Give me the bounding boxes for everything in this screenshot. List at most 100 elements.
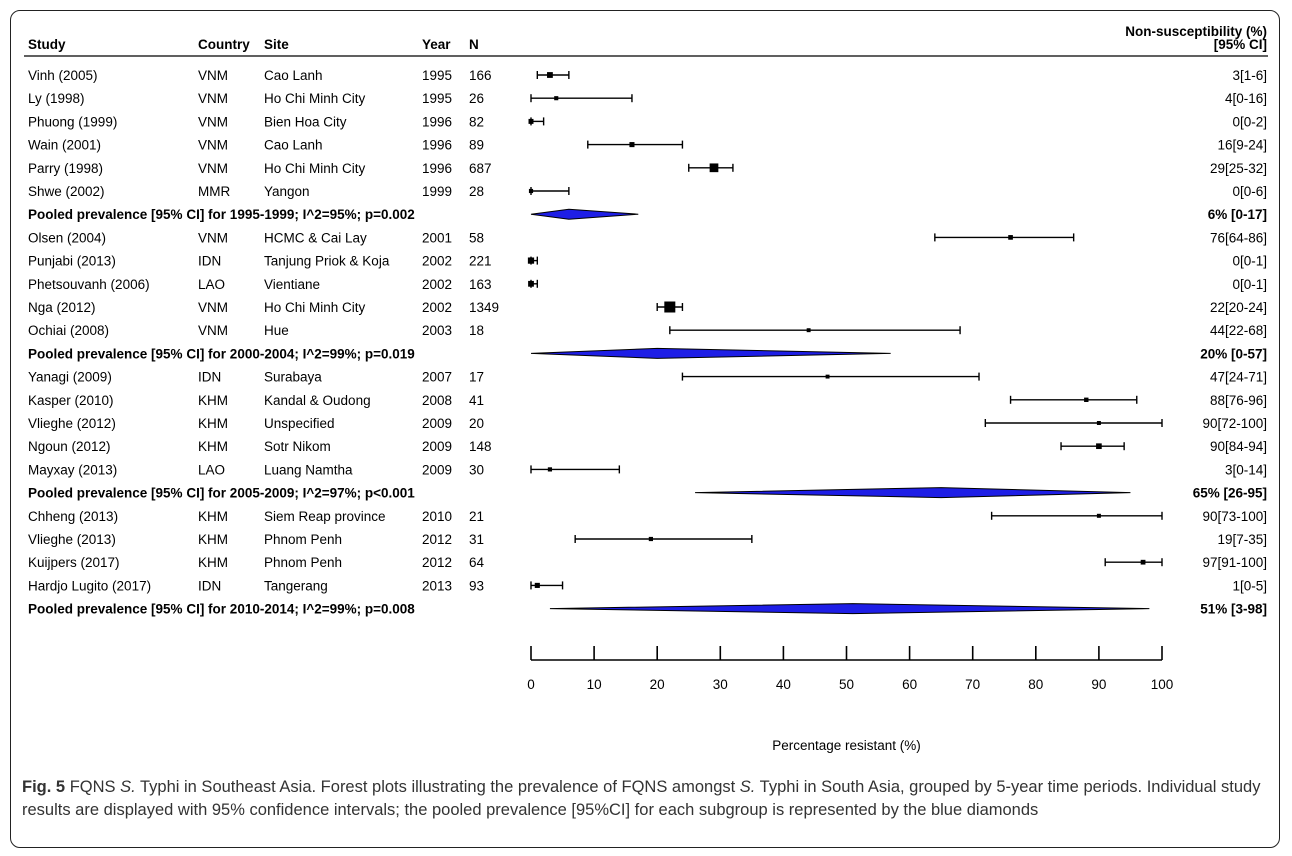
x-tick-label: 100 — [1151, 677, 1174, 692]
study-country: IDN — [198, 254, 221, 269]
pooled-ci-label: 51% [3-98] — [1200, 602, 1267, 617]
study-site: Cao Lanh — [264, 138, 323, 153]
point-estimate — [534, 582, 540, 588]
study-year: 2002 — [422, 277, 452, 292]
study-country: KHM — [198, 509, 228, 524]
point-estimate — [527, 257, 535, 264]
study-site: Ho Chi Minh City — [264, 161, 366, 176]
ci-label: 0[0-6] — [1232, 184, 1267, 199]
study-year: 2001 — [422, 230, 452, 245]
ci-label: 47[24-71] — [1210, 370, 1267, 385]
study-name: Shwe (2002) — [28, 184, 105, 199]
x-axis-label: Percentage resistant (%) — [772, 738, 921, 753]
point-estimate — [547, 467, 553, 472]
figure-frame — [10, 10, 1280, 848]
point-estimate — [709, 163, 719, 173]
study-n: 31 — [469, 532, 484, 547]
study-n: 21 — [469, 509, 484, 524]
study-country: KHM — [198, 532, 228, 547]
study-n: 64 — [469, 555, 485, 570]
study-site: HCMC & Cai Lay — [264, 230, 367, 245]
study-site: Vientiane — [264, 277, 320, 292]
ci-label: 0[0-1] — [1232, 254, 1267, 269]
study-n: 26 — [469, 91, 484, 106]
study-n: 148 — [469, 439, 492, 454]
point-estimate — [1084, 397, 1089, 402]
header-n: N — [469, 37, 479, 52]
study-year: 2012 — [422, 532, 452, 547]
study-site: Kandal & Oudong — [264, 393, 371, 408]
study-n: 89 — [469, 138, 484, 153]
study-name: Phetsouvanh (2006) — [28, 277, 150, 292]
x-tick-label: 70 — [965, 677, 980, 692]
x-tick-label: 80 — [1028, 677, 1043, 692]
study-n: 30 — [469, 462, 484, 477]
study-name: Kuijpers (2017) — [28, 555, 120, 570]
point-estimate — [528, 188, 534, 194]
study-n: 28 — [469, 184, 484, 199]
study-name: Olsen (2004) — [28, 230, 106, 245]
study-site: Ho Chi Minh City — [264, 91, 366, 106]
study-country: IDN — [198, 370, 221, 385]
study-name: Vlieghe (2012) — [28, 416, 116, 431]
header-country: Country — [198, 37, 250, 52]
forest-plot: Study Country Site Year N Non-susceptibi… — [24, 24, 1268, 753]
x-tick-label: 10 — [587, 677, 602, 692]
study-year: 2008 — [422, 393, 452, 408]
study-n: 687 — [469, 161, 492, 176]
caption-text-2: Typhi in Southeast Asia. Forest plots il… — [135, 778, 740, 796]
ci-label: 4[0-16] — [1225, 91, 1267, 106]
point-estimate — [554, 96, 559, 101]
study-site: Tanjung Priok & Koja — [264, 254, 390, 269]
point-estimate — [629, 142, 635, 148]
ci-label: 90[73-100] — [1202, 509, 1267, 524]
x-tick-label: 90 — [1091, 677, 1106, 692]
study-year: 1996 — [422, 114, 452, 129]
ci-label: 97[91-100] — [1202, 555, 1267, 570]
study-country: MMR — [198, 184, 230, 199]
study-year: 1995 — [422, 91, 452, 106]
x-tick-label: 40 — [776, 677, 791, 692]
x-tick-label: 30 — [713, 677, 728, 692]
study-n: 163 — [469, 277, 492, 292]
caption-figure-label: Fig. 5 — [22, 778, 66, 796]
caption-text-3: Typhi in South Asia, grouped by 5-year t… — [22, 778, 1261, 819]
x-tick-label: 50 — [839, 677, 854, 692]
study-country: VNM — [198, 138, 228, 153]
ci-label: 44[22-68] — [1210, 323, 1267, 338]
figure-caption: Fig. 5 FQNS S. Typhi in Southeast Asia. … — [22, 776, 1272, 822]
point-estimate — [806, 328, 811, 333]
study-name: Kasper (2010) — [28, 393, 114, 408]
x-tick-label: 60 — [902, 677, 917, 692]
study-country: VNM — [198, 114, 228, 129]
ci-label: 3[0-14] — [1225, 462, 1267, 477]
study-site: Sotr Nikom — [264, 439, 331, 454]
study-site: Hue — [264, 323, 289, 338]
study-country: VNM — [198, 161, 228, 176]
study-n: 58 — [469, 230, 484, 245]
ci-label: 0[0-1] — [1232, 277, 1267, 292]
pooled-ci-label: 20% [0-57] — [1200, 346, 1267, 361]
ci-label: 76[64-86] — [1210, 230, 1267, 245]
study-country: IDN — [198, 578, 221, 593]
study-site: Phnom Penh — [264, 532, 342, 547]
ci-label: 88[76-96] — [1210, 393, 1267, 408]
study-country: VNM — [198, 230, 228, 245]
study-year: 1999 — [422, 184, 452, 199]
study-site: Yangon — [264, 184, 310, 199]
study-year: 2003 — [422, 323, 452, 338]
study-name: Nga (2012) — [28, 300, 96, 315]
pooled-label: Pooled prevalence [95% CI] for 2000-2004… — [28, 346, 415, 361]
caption-italic-1: S. — [120, 778, 136, 796]
ci-label: 16[9-24] — [1217, 138, 1267, 153]
pooled-label: Pooled prevalence [95% CI] for 1995-1999… — [28, 207, 415, 222]
point-estimate — [1140, 559, 1146, 565]
study-name: Ngoun (2012) — [28, 439, 111, 454]
study-name: Ly (1998) — [28, 91, 85, 106]
study-year: 1996 — [422, 138, 452, 153]
pooled-diamond — [530, 208, 639, 220]
study-country: KHM — [198, 393, 228, 408]
study-site: Ho Chi Minh City — [264, 300, 366, 315]
header-ns-line1: Non-susceptibility (%) — [1125, 24, 1267, 39]
study-year: 2010 — [422, 509, 452, 524]
